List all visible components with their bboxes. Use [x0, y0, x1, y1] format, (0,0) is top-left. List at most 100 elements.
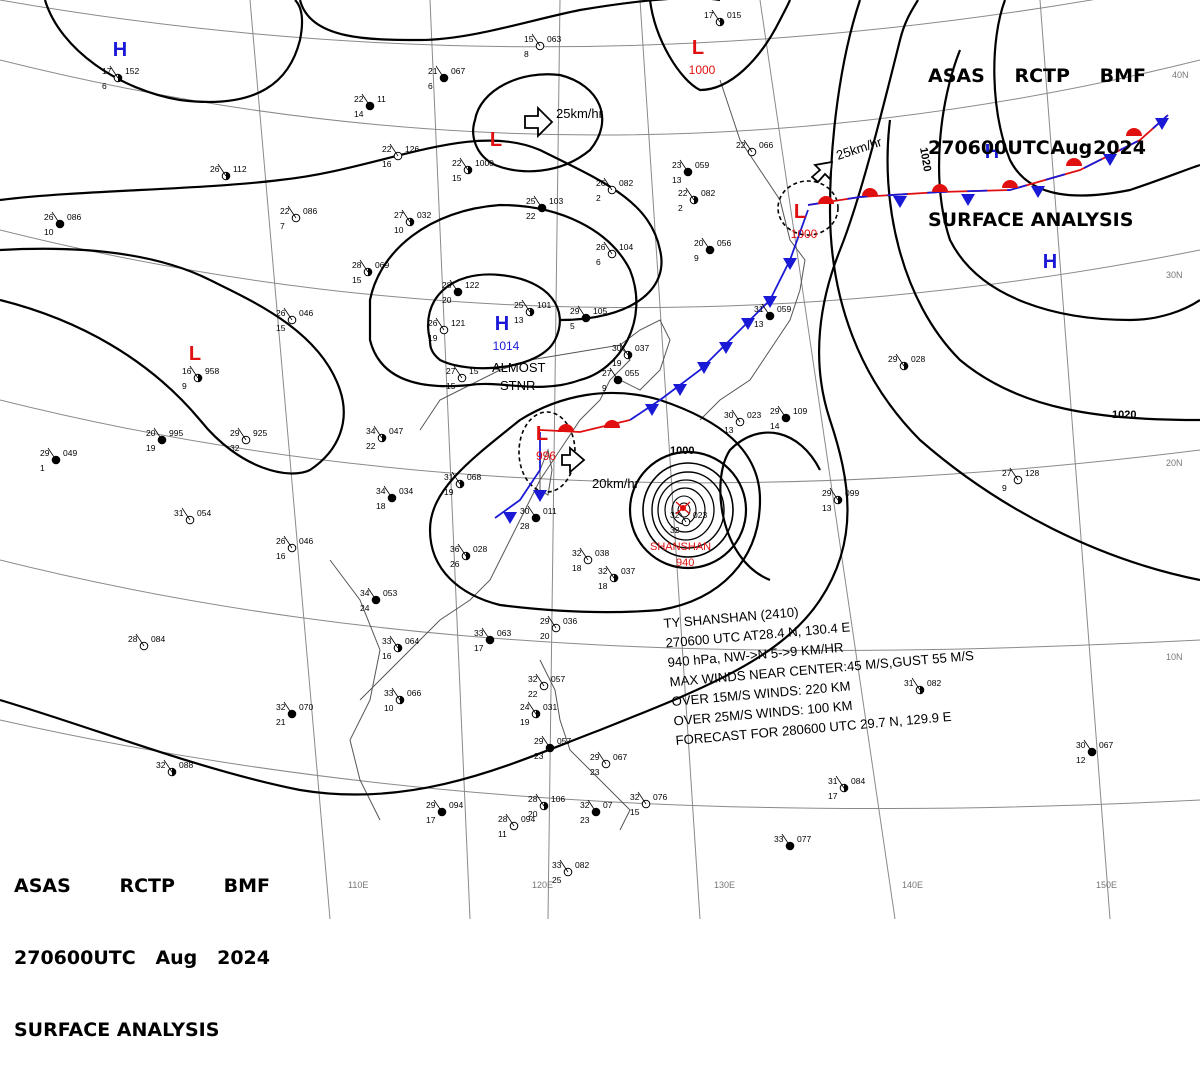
station-plot: 32 088: [156, 759, 193, 777]
wind-barb: [521, 299, 531, 313]
wind-barb: [391, 687, 401, 701]
station-pressure: 063: [547, 34, 561, 44]
station-dewpoint: 14: [770, 421, 780, 431]
header-bottom-left: ASAS RCTP BMF 270600UTC Aug 2024 SURFACE…: [14, 826, 270, 1090]
station-pressure: 023: [693, 510, 707, 520]
station-dewpoint: 20: [540, 631, 550, 641]
station-dewpoint: 13: [754, 319, 764, 329]
station-plot: 32 057 22: [528, 673, 565, 699]
station-pressure: 094: [521, 814, 535, 824]
station-temp: 28: [442, 280, 452, 290]
latitude-label: 10N: [1166, 652, 1183, 662]
station-temp: 26: [44, 212, 54, 222]
station-pressure: 059: [695, 160, 709, 170]
meridian-140e: [759, 0, 896, 919]
station-temp: 17: [704, 10, 714, 20]
station-pressure: 152: [125, 66, 139, 76]
station-cloud-fill: [904, 362, 908, 370]
typhoon-ring-5: [664, 487, 706, 533]
warm-front-semicircle: [1126, 128, 1142, 136]
station-temp: 32: [276, 702, 286, 712]
station-plot: 29 057 23: [534, 735, 571, 761]
header-station: RCTP: [1014, 65, 1070, 87]
station-dewpoint: 8: [524, 49, 529, 59]
low-pressure-center: L 1000: [689, 37, 716, 77]
station-temp: 30: [612, 343, 622, 353]
header-top-right: ASAS RCTP BMF 270600UTC Aug 2024 SURFACE…: [928, 16, 1146, 280]
station-temp: 26: [428, 318, 438, 328]
station-plot: 32 070 21: [276, 701, 313, 727]
coast-japan: [699, 79, 806, 421]
station-plot: 21 067 6: [428, 65, 465, 91]
station-temp: 22: [678, 188, 688, 198]
meridian-150e: [1039, 0, 1111, 919]
header-line-2: 270600UTC Aug 2024: [928, 136, 1146, 160]
cold-front-triangle: [1103, 154, 1117, 166]
station-pressure: 958: [205, 366, 219, 376]
station-temp: 22: [736, 140, 746, 150]
station-plot: 31 059 13: [754, 303, 791, 329]
station-temp: 26: [210, 164, 220, 174]
cold-front-triangle: [893, 196, 907, 208]
wind-barb: [577, 305, 587, 319]
cold-front-triangle: [741, 318, 755, 330]
station-temp: 31: [174, 508, 184, 518]
station-pressure: 067: [451, 66, 465, 76]
wind-barb: [153, 427, 163, 441]
system-letter: L: [536, 423, 548, 445]
cold-front-triangle: [503, 512, 517, 524]
station-temp: 34: [376, 486, 386, 496]
station-dewpoint: 19: [520, 717, 530, 727]
station-pressure: 046: [299, 308, 313, 318]
wind-barb: [217, 163, 227, 177]
wind-barb: [459, 157, 469, 171]
high-pressure-center: H: [113, 39, 127, 61]
station-dewpoint: 9: [182, 381, 187, 391]
station-temp: 34: [366, 426, 376, 436]
station-temp: 28: [528, 794, 538, 804]
station-temp: 22: [280, 206, 290, 216]
parallel-10n: [0, 559, 1200, 651]
station-pressure: 057: [557, 736, 571, 746]
isobar-value: 1020: [917, 146, 933, 172]
isobar-value: 1000: [670, 445, 694, 457]
typhoon-labels: SHANSHAN 940: [650, 541, 711, 569]
axis-labels: 110E 120E 130E 140E 150E 40N 30N 20N 10N: [348, 70, 1189, 890]
station-cloud-fill: [460, 480, 464, 488]
station-plot: 29 067 23: [590, 751, 627, 777]
isobar-ring-2: [298, 0, 720, 42]
station-plot: 20 056 9: [694, 237, 731, 263]
station-pressure: 122: [465, 280, 479, 290]
station-cloud-fill: [382, 434, 386, 442]
header-month: Aug: [1050, 137, 1093, 159]
header-source: BMF: [1099, 65, 1146, 87]
header-year: 2024: [1093, 137, 1146, 159]
station-plot: 29 036 20: [540, 615, 577, 641]
station-dewpoint: 20: [442, 295, 452, 305]
station-plot: 22 11 14: [354, 93, 386, 119]
station-cloud-fill: [410, 218, 414, 226]
wind-barb: [1083, 739, 1093, 753]
station-pressure: 077: [797, 834, 811, 844]
station-temp: 21: [428, 66, 438, 76]
station-temp: 28: [498, 814, 508, 824]
station-pressure: 038: [595, 548, 609, 558]
longitude-label: 150E: [1096, 880, 1117, 890]
station-plot: 27 055 9: [602, 367, 639, 393]
station-dewpoint: 17: [474, 643, 484, 653]
station-pressure: 067: [1099, 740, 1113, 750]
station-plot: 29 925 32: [230, 427, 267, 453]
station-plot: 29 105 5: [570, 305, 607, 331]
wind-barb: [401, 209, 411, 223]
longitude-label: 130E: [714, 880, 735, 890]
cold-front-triangle: [533, 490, 547, 502]
header-time: 270600UTC: [14, 947, 136, 969]
station-dewpoint: 23: [590, 767, 600, 777]
wind-barb: [685, 187, 695, 201]
station-plot: 26 086 10: [44, 211, 81, 237]
station-plot: 34 053 24: [360, 587, 397, 613]
system-letter: L: [794, 201, 806, 223]
parallel-20n: [0, 399, 1200, 484]
station-pressure: 056: [717, 238, 731, 248]
station-temp: 29: [540, 616, 550, 626]
